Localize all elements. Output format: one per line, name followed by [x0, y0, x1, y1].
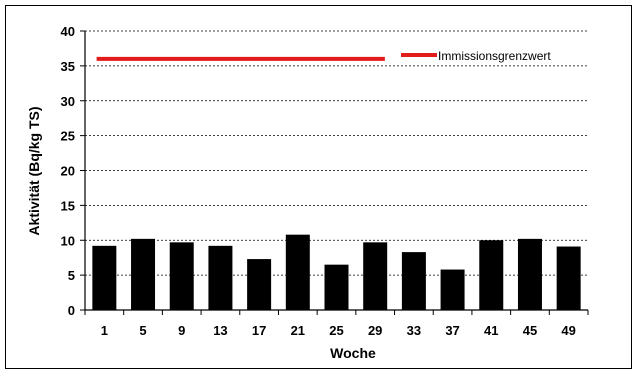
legend-label-immissionsgrenzwert: Immissionsgrenzwert [438, 49, 551, 63]
bar-week-25 [324, 264, 349, 310]
y-tick-label-25: 25 [61, 129, 75, 144]
bar-week-5 [131, 238, 156, 310]
legend: Immissionsgrenzwert [401, 49, 551, 63]
y-tick-label-35: 35 [61, 59, 75, 74]
bar-week-37 [440, 269, 465, 310]
y-tick-label-30: 30 [61, 94, 75, 109]
x-tick-label-41: 41 [484, 323, 498, 338]
x-tick-label-37: 37 [445, 323, 459, 338]
bar-week-41 [479, 240, 504, 310]
y-tick-label-0: 0 [68, 303, 75, 318]
x-tick-label-33: 33 [407, 323, 421, 338]
x-tick-label-49: 49 [561, 323, 575, 338]
x-tick-label-21: 21 [291, 323, 305, 338]
x-tick-label-13: 13 [213, 323, 227, 338]
x-tick-label-9: 9 [178, 323, 185, 338]
bar-week-17 [247, 259, 272, 310]
y-tick-label-5: 5 [68, 268, 75, 283]
bar-series [92, 234, 581, 310]
y-axis-ticks: 0 5 10 15 20 25 30 35 40 [61, 24, 85, 318]
bar-week-21 [285, 234, 310, 310]
y-tick-label-15: 15 [61, 198, 75, 213]
y-tick-label-10: 10 [61, 233, 75, 248]
bar-week-33 [401, 252, 426, 310]
y-tick-label-20: 20 [61, 164, 75, 179]
bar-week-49 [556, 246, 581, 310]
y-axis-title: Aktivität (Bq/kg TS) [26, 106, 42, 235]
axes [84, 31, 588, 311]
x-axis-title: Woche [330, 345, 376, 361]
bar-week-9 [169, 242, 194, 310]
bar-week-45 [517, 238, 542, 310]
x-tick-label-17: 17 [252, 323, 266, 338]
bar-week-13 [208, 245, 233, 310]
x-axis-ticks: 1 5 9 13 17 21 25 29 33 37 41 45 49 [84, 310, 589, 338]
x-tick-label-29: 29 [368, 323, 382, 338]
bar-week-29 [363, 242, 388, 310]
x-tick-label-5: 5 [139, 323, 146, 338]
x-tick-label-1: 1 [101, 323, 108, 338]
x-tick-label-25: 25 [329, 323, 343, 338]
y-tick-label-40: 40 [61, 24, 75, 39]
bar-week-1 [92, 245, 117, 310]
x-tick-label-45: 45 [523, 323, 537, 338]
